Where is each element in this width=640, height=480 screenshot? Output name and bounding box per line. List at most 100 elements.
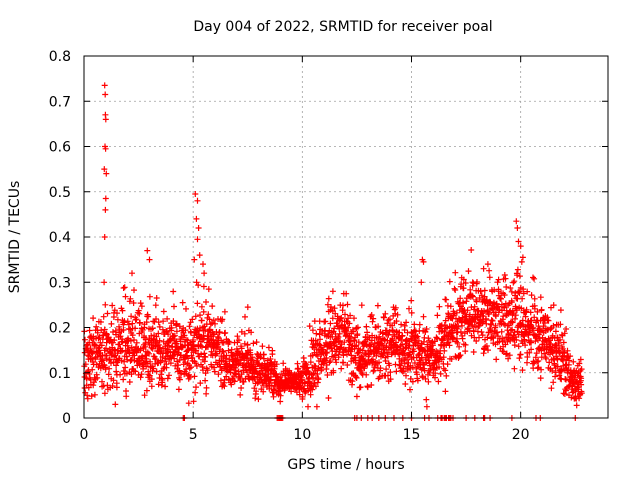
data-point <box>547 340 554 347</box>
data-point <box>233 371 239 378</box>
data-point <box>250 340 257 347</box>
data-point <box>131 337 137 343</box>
data-point <box>519 317 526 324</box>
data-point <box>122 364 129 371</box>
data-point <box>120 368 127 374</box>
data-point <box>531 295 538 302</box>
data-point <box>554 363 561 370</box>
data-point <box>394 311 401 318</box>
data-point <box>146 293 153 300</box>
data-point <box>529 325 536 332</box>
data-point <box>448 356 455 362</box>
data-point <box>171 303 177 310</box>
x-tick-label: 5 <box>189 427 198 443</box>
data-point <box>146 256 153 263</box>
data-point <box>251 375 258 382</box>
data-point <box>277 392 284 399</box>
data-point <box>277 398 284 405</box>
data-point <box>370 315 377 322</box>
data-point <box>379 342 386 348</box>
data-point <box>573 402 580 409</box>
data-point <box>416 321 423 328</box>
data-point <box>500 313 507 320</box>
data-point <box>352 373 359 380</box>
data-point <box>576 360 583 367</box>
data-point <box>352 359 359 366</box>
data-point <box>578 375 585 382</box>
data-point <box>240 378 247 385</box>
data-point <box>226 339 233 346</box>
data-point <box>535 358 542 364</box>
data-point <box>442 367 449 374</box>
data-point <box>238 385 245 391</box>
data-point <box>488 329 495 336</box>
data-point <box>531 305 538 312</box>
data-point <box>170 318 177 325</box>
data-point <box>398 336 405 343</box>
data-point <box>507 285 514 291</box>
data-point <box>534 358 541 365</box>
data-point <box>220 349 227 355</box>
data-point <box>324 349 331 356</box>
y-axis-tick-labels: 0 0.1 0.2 0.3 0.4 0.5 0.6 0.7 0.8 <box>49 49 71 427</box>
data-point <box>143 319 150 326</box>
data-point <box>520 290 527 297</box>
data-point <box>484 261 491 268</box>
data-point <box>320 346 327 353</box>
data-point <box>260 355 267 362</box>
data-point <box>113 368 120 375</box>
data-point <box>323 355 330 361</box>
data-point <box>175 386 182 393</box>
data-point <box>137 374 144 381</box>
data-point <box>200 261 206 268</box>
data-point <box>403 372 409 379</box>
data-point <box>312 337 319 344</box>
data-point <box>486 274 493 281</box>
data-point <box>150 365 157 372</box>
data-point <box>187 374 193 381</box>
data-point <box>197 380 204 387</box>
data-point <box>193 215 200 222</box>
data-point <box>538 347 545 354</box>
data-point <box>153 295 160 301</box>
data-point <box>104 310 111 317</box>
data-point <box>528 346 535 353</box>
data-point <box>141 333 148 339</box>
data-point <box>552 373 559 380</box>
data-point <box>538 306 545 313</box>
data-point <box>511 278 518 285</box>
data-point <box>248 329 255 336</box>
data-point <box>315 376 322 383</box>
data-point <box>129 332 136 339</box>
data-point <box>143 387 150 394</box>
data-point <box>109 302 116 309</box>
data-point <box>253 388 260 395</box>
data-point <box>330 369 337 376</box>
data-point <box>531 314 538 321</box>
data-point <box>200 308 207 315</box>
data-point <box>353 342 360 349</box>
data-point <box>489 317 496 324</box>
data-point <box>280 360 287 367</box>
data-point <box>191 373 198 380</box>
data-point <box>524 359 530 366</box>
data-point <box>522 313 529 320</box>
data-point <box>253 339 260 346</box>
data-point <box>138 371 145 378</box>
data-point <box>176 357 183 363</box>
data-point <box>486 267 493 274</box>
data-point <box>353 393 360 400</box>
data-point <box>345 324 352 331</box>
data-point <box>557 321 564 328</box>
data-point <box>195 225 202 231</box>
data-point <box>331 305 338 312</box>
data-point <box>566 357 573 364</box>
data-point <box>418 355 425 361</box>
data-point <box>152 302 159 309</box>
data-point <box>446 342 453 349</box>
data-point <box>113 384 120 391</box>
data-point <box>192 191 199 197</box>
data-point <box>338 314 345 321</box>
data-point <box>121 284 128 291</box>
data-point <box>309 327 316 334</box>
